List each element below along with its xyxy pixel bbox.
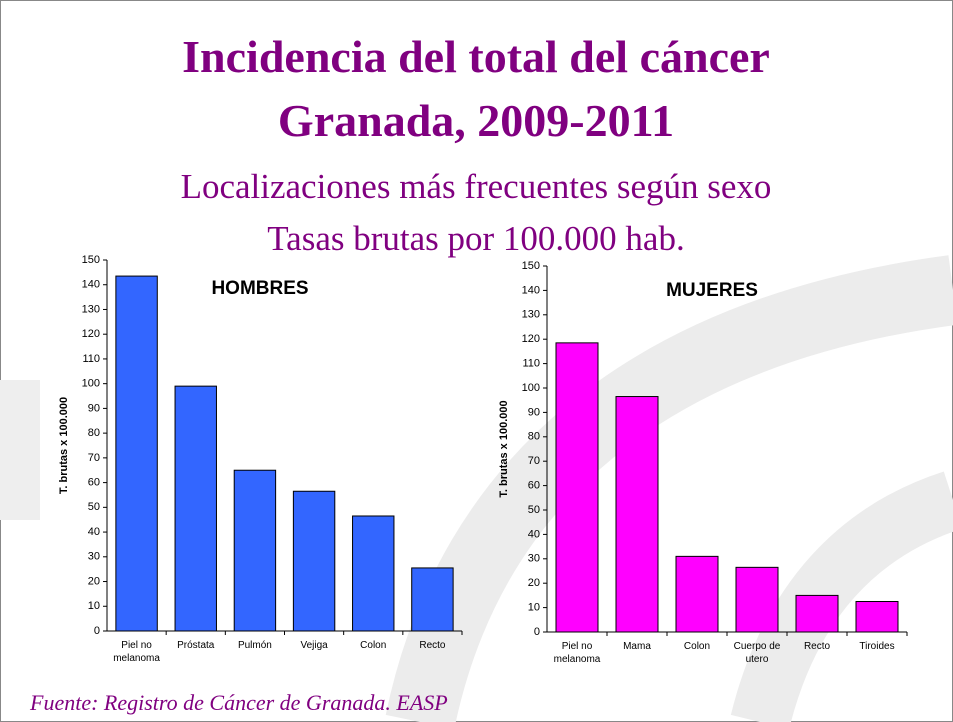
x-tick-label-box: Vejiga [300,640,328,651]
y-tick-label: 40 [528,528,540,540]
y-tick-label: 80 [88,427,100,439]
title-line: Granada, 2009-2011 [278,95,674,146]
y-tick-label: 50 [528,504,540,516]
bar [615,396,659,633]
chart-title: HOMBRES [211,278,308,299]
y-tick-label: 10 [88,600,100,612]
bar [675,555,719,633]
y-tick-label: 40 [88,526,100,538]
x-tick-label: Mama [623,641,651,652]
x-tick-label: Vejiga [300,640,328,651]
y-tick-label: 130 [522,309,540,321]
y-tick-label: 0 [534,626,540,638]
y-tick-label: 100 [82,378,100,390]
x-tick-label-box: Piel no melanoma [113,640,160,664]
bar [292,490,336,632]
y-tick-label: 70 [88,452,100,464]
x-tick-label-box: Recto [419,640,446,651]
y-tick-label: 140 [82,279,100,291]
x-tick-label: Pulmón [237,640,272,651]
y-tick-label: 110 [82,353,100,365]
bar [174,385,217,632]
y-tick-label: 90 [528,406,540,418]
x-tick-label: Recto [419,640,446,651]
bar [352,515,395,632]
x-tick-label-box: Colon [683,641,711,652]
y-tick-label: 120 [82,328,100,340]
background-shape [0,380,40,520]
x-tick-label-box: Próstata [177,640,215,651]
x-tick-label: Piel no melanoma [553,641,601,665]
bar [115,275,158,632]
y-tick-label: 20 [88,575,100,587]
subtitle-line: Tasas brutas por 100.000 hab. [267,219,684,258]
x-tick-label: Recto [803,641,831,652]
x-tick-label-box: Mama [623,641,651,652]
y-tick-label: 10 [528,602,540,614]
subtitle-line: Localizaciones más frecuentes según sexo [181,167,772,206]
y-tick-label: 70 [528,455,540,467]
y-tick-label: 110 [522,358,540,370]
chart-title: MUJERES [666,280,758,301]
x-tick-label: Colon [683,641,711,652]
bar [555,342,599,633]
y-tick-label: 140 [522,284,540,296]
y-tick-label: 120 [522,333,540,345]
y-tick-label: 130 [82,303,100,315]
x-tick-label-box: Colon [360,640,387,651]
y-tick-label: 20 [528,577,540,589]
source-note: Fuente: Registro de Cáncer de Granada. E… [29,690,448,715]
y-tick-label: 100 [522,382,540,394]
x-tick-label-box: Pulmón [237,640,272,651]
y-axis-label: T. brutas x 100.000 [498,400,510,497]
bar [233,469,277,632]
y-axis-label: T. brutas x 100.000 [58,397,70,494]
x-tick-label-box: Recto [803,641,831,652]
bar [411,567,454,632]
bar [735,566,779,633]
y-tick-label: 60 [88,477,100,489]
y-tick-label: 0 [94,625,100,637]
x-tick-label: Tiroides [859,641,895,652]
x-tick-label: Cuerpo de utero [733,641,781,665]
x-tick-label-box: Piel no melanoma [553,641,601,665]
title-line: Incidencia del total del cáncer [182,31,770,82]
bar [795,594,839,633]
x-tick-label-box: Tiroides [859,641,895,652]
y-tick-label: 30 [528,553,540,565]
x-tick-label: Piel no melanoma [113,640,160,664]
y-tick-label: 80 [528,431,540,443]
x-tick-label: Colon [360,640,387,651]
y-tick-label: 50 [88,501,100,513]
y-tick-label: 90 [88,402,100,414]
x-tick-label: Próstata [177,640,215,651]
y-tick-label: 150 [522,260,540,272]
x-tick-label-box: Cuerpo de utero [733,641,781,665]
y-tick-label: 30 [88,551,100,563]
background-arc [730,471,953,722]
y-tick-label: 60 [528,480,540,492]
bar [855,601,899,633]
y-tick-label: 150 [82,254,100,266]
